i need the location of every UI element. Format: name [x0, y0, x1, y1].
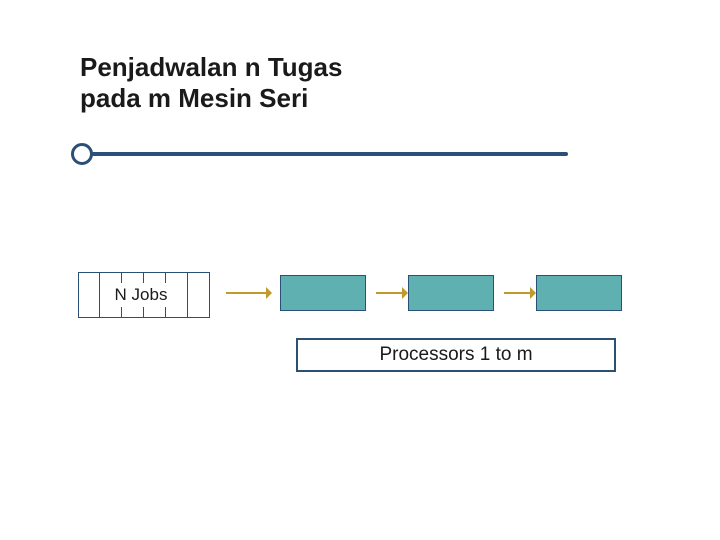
title-underline-bullet [71, 143, 93, 165]
arrow-head-icon [266, 287, 272, 299]
title-line-1: Penjadwalan n Tugas [80, 52, 342, 83]
processor-box [536, 275, 622, 311]
title-line-2: pada m Mesin Seri [80, 83, 342, 114]
processors-label-text: Processors 1 to m [379, 344, 532, 366]
job-slot [188, 272, 210, 318]
n-jobs-text: N Jobs [115, 285, 168, 305]
slide-canvas: Penjadwalan n Tugas pada m Mesin Seri N … [0, 0, 720, 540]
n-jobs-label: N Jobs [102, 283, 180, 307]
title-underline [78, 152, 568, 156]
job-slot [78, 272, 100, 318]
processor-box [280, 275, 366, 311]
processors-label-box: Processors 1 to m [296, 338, 616, 372]
processor-box [408, 275, 494, 311]
slide-title: Penjadwalan n Tugas pada m Mesin Seri [80, 52, 342, 114]
